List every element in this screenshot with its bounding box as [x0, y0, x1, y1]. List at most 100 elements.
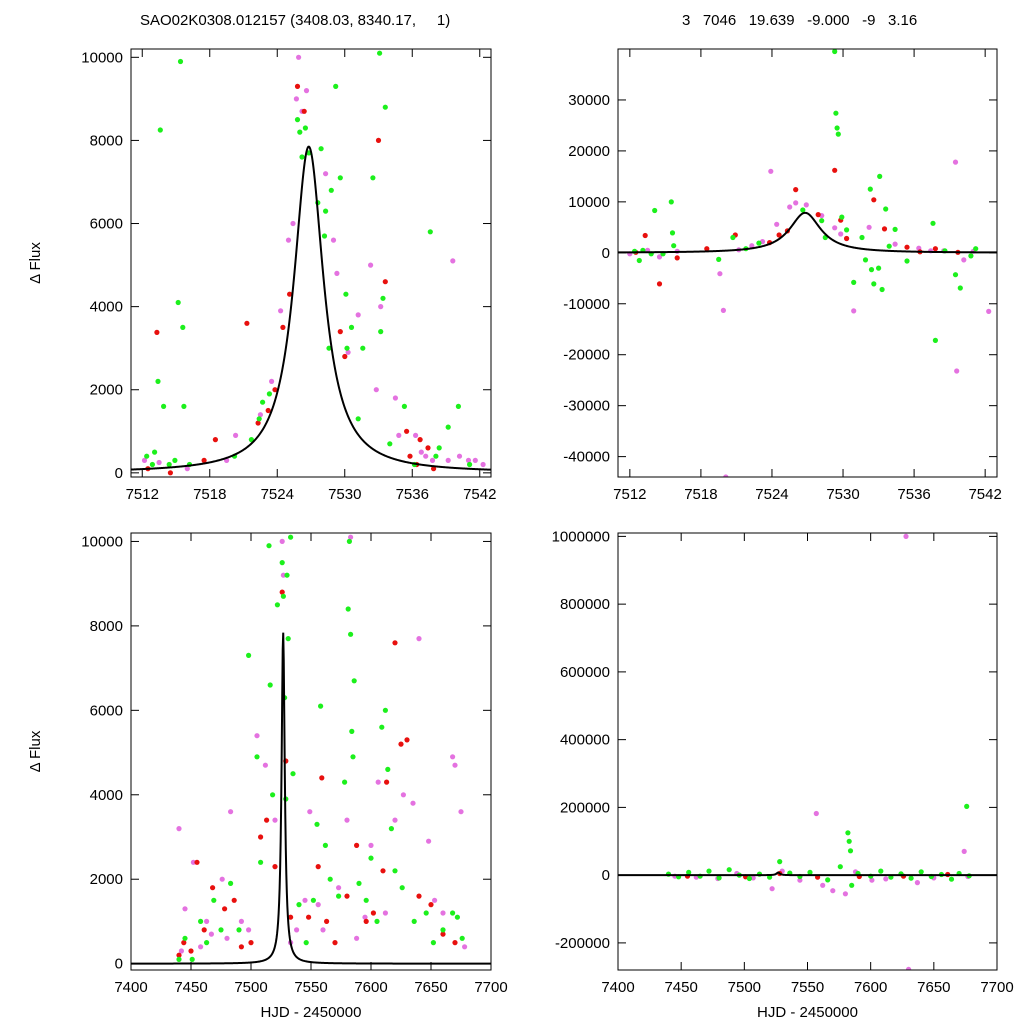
green-data-point	[149, 461, 155, 468]
green-data-point	[454, 914, 460, 920]
magenta-data-point	[182, 906, 188, 912]
magenta-data-point	[400, 792, 406, 798]
bottom-right-panel: 7400 7450 7500 7550 7600 7650 7700 -200000 0 2000…	[552, 528, 1014, 1021]
magenta-data-point	[290, 220, 296, 227]
green-data-point	[908, 875, 914, 881]
green-data-point	[777, 859, 783, 865]
green-data-point	[346, 538, 352, 545]
green-data-point	[671, 243, 677, 249]
magenta-data-point	[336, 885, 342, 891]
magenta-data-point	[323, 171, 329, 177]
red-data-point	[265, 407, 271, 414]
green-data-point	[374, 918, 380, 925]
green-data-point	[322, 842, 328, 849]
red-data-point	[344, 893, 350, 899]
magenta-data-point	[396, 432, 402, 438]
green-data-point	[270, 792, 276, 798]
green-data-point	[328, 187, 334, 193]
green-data-point	[387, 441, 393, 447]
green-data-point	[378, 329, 384, 335]
magenta-data-point	[368, 262, 374, 268]
magenta-data-point	[793, 200, 799, 206]
green-data-point	[321, 233, 328, 239]
magenta-data-point	[803, 202, 809, 208]
magenta-data-point	[296, 54, 302, 60]
y-axis-label: Δ Flux	[27, 730, 44, 772]
green-data-point	[258, 859, 264, 865]
y-tick-label: 4000	[90, 299, 123, 316]
red-data-point	[201, 927, 207, 933]
y-tick-label: 0	[602, 245, 610, 262]
green-data-point	[825, 877, 831, 883]
red-data-point	[231, 897, 237, 903]
green-data-point	[288, 534, 294, 540]
magenta-data-point	[774, 221, 780, 227]
green-data-point	[318, 703, 324, 709]
magenta-data-point	[285, 237, 292, 243]
magenta-data-point	[334, 270, 340, 276]
green-data-point	[932, 337, 939, 343]
green-data-point	[847, 848, 854, 854]
green-data-point	[433, 453, 439, 459]
green-data-point	[835, 131, 841, 137]
green-data-point	[274, 602, 280, 608]
fit-curve	[131, 632, 491, 965]
green-data-point	[349, 728, 355, 735]
magenta-data-point	[272, 817, 278, 823]
green-data-point	[337, 175, 343, 181]
top-right-panel: 7512 7518 7524 7530 7536 7542 -40000 -30000 -200…	[563, 48, 1002, 503]
green-data-point	[726, 867, 732, 873]
red-data-point	[642, 232, 648, 239]
green-data-point	[392, 868, 398, 874]
red-data-point	[319, 775, 325, 781]
red-data-point	[176, 952, 182, 958]
red-data-point	[881, 226, 888, 232]
green-data-point	[892, 226, 898, 232]
red-data-point	[704, 246, 710, 252]
green-data-point	[175, 299, 181, 306]
red-data-point	[244, 320, 250, 326]
green-data-point	[716, 875, 722, 881]
green-data-point	[973, 246, 979, 252]
green-data-point	[254, 754, 260, 760]
red-data-point	[288, 914, 294, 920]
green-data-point	[807, 869, 813, 876]
x-tick-label: 7512	[126, 486, 159, 503]
magenta-data-point	[432, 897, 438, 903]
red-data-point	[904, 244, 910, 250]
green-data-point	[310, 897, 316, 903]
red-data-point	[431, 466, 437, 472]
red-data-point	[279, 589, 285, 595]
x-tick-label: 7524	[261, 486, 294, 503]
magenta-data-point	[362, 914, 368, 920]
x-tick-label: 7542	[463, 486, 496, 503]
magenta-data-point	[961, 848, 967, 855]
magenta-data-point	[315, 902, 321, 908]
green-data-point	[756, 240, 762, 246]
green-data-point	[382, 707, 388, 713]
y-tick-label: 600000	[560, 664, 610, 681]
red-data-point	[181, 940, 187, 946]
green-data-point	[455, 403, 461, 409]
y-tick-label: 10000	[81, 49, 123, 66]
magenta-data-point	[382, 910, 388, 916]
magenta-data-point	[866, 224, 872, 230]
green-data-point	[285, 636, 291, 642]
red-data-point	[294, 83, 301, 89]
green-data-point	[302, 125, 308, 131]
green-data-point	[368, 855, 374, 861]
green-data-point	[172, 457, 178, 463]
magenta-data-point	[208, 931, 214, 937]
green-data-point	[879, 286, 885, 293]
magenta-data-point	[378, 304, 384, 310]
green-data-point	[342, 779, 348, 785]
green-data-point	[871, 281, 877, 287]
magenta-data-point	[238, 918, 244, 925]
magenta-data-point	[246, 927, 252, 933]
green-data-point	[459, 935, 465, 941]
red-data-point	[280, 324, 286, 330]
red-data-point	[248, 940, 254, 946]
magenta-data-point	[480, 461, 486, 468]
green-data-point	[832, 49, 838, 55]
data-points	[176, 534, 468, 963]
